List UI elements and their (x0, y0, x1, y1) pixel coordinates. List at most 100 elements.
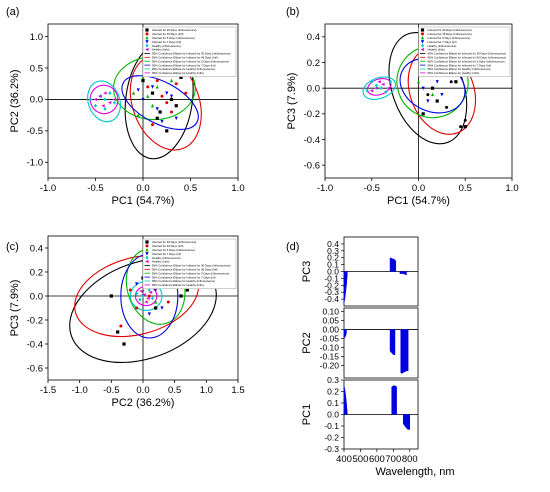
legend-entry: Healthy (Inflo) (152, 48, 169, 52)
data-point (145, 240, 149, 244)
data-point (169, 78, 174, 83)
data-point (138, 297, 142, 302)
data-point (103, 97, 107, 102)
legend-entry: 95% Confidence Ellipse for Healthy (Infl… (152, 283, 204, 287)
data-point (147, 294, 151, 298)
y-axis-label: PC2 (301, 332, 313, 353)
data-point (145, 28, 149, 32)
loading-area (389, 329, 396, 355)
y-tick-label: 0.0 (327, 267, 339, 277)
y-tick-label: -0.2 (304, 109, 320, 120)
data-point (108, 91, 112, 96)
data-point (145, 255, 149, 260)
legend-entry: Healthy (Inflorescence) (428, 44, 457, 48)
x-tick-label: 0.5 (459, 183, 472, 194)
legend-entry: 95% Confidence Ellipse for Infected for … (428, 63, 492, 67)
data-point (374, 86, 379, 90)
data-point (103, 91, 107, 95)
data-point (145, 259, 149, 264)
loadings-panel: -0.4-0.3-0.2-0.10.00.10.20.30.4PC3-0.20-… (301, 236, 455, 478)
y-tick-label: -0.3 (324, 287, 339, 297)
data-point (420, 28, 425, 32)
y-tick-label: -0.20 (320, 360, 340, 370)
y-axis-label: PC1 (301, 404, 313, 425)
y-tick-label: 0.0 (307, 83, 320, 94)
x-tick-label: 0.0 (136, 385, 149, 396)
data-point (377, 80, 381, 84)
legend-entry: 95% Confidence Ellipse for Healthy (Infl… (428, 71, 480, 75)
data-point (365, 88, 369, 93)
data-point (145, 47, 149, 52)
loading-area (400, 329, 409, 374)
scatter-panel-2: -1.5 -1.0 -0.5 0.0 0.5 1.0 1.5 -0.6 -0.4 -0.2 0.0 0… (9, 235, 245, 409)
data-point (154, 300, 158, 304)
confidence-ellipse (121, 75, 199, 130)
legend-entry: 95% Confidence Ellipse for Infected for … (152, 264, 231, 268)
data-point (420, 47, 425, 52)
y-tick-label: 0.2 (307, 58, 320, 69)
legend-frame (418, 26, 511, 77)
x-tick-label: 1.5 (231, 385, 244, 396)
loading-area (343, 271, 348, 303)
data-point (435, 99, 439, 103)
y-tick-label: -0.4 (304, 135, 320, 146)
data-point (165, 129, 169, 133)
data-point (160, 119, 164, 124)
y-tick-label: -0.1 (324, 421, 339, 431)
loadings-subplot: -0.20-0.15-0.10-0.050.000.050.10 PC2 (301, 307, 419, 379)
x-tick-label: 1.0 (231, 183, 244, 194)
y-tick-label: 0.2 (327, 253, 339, 263)
data-point (384, 90, 388, 95)
data-point (131, 91, 136, 95)
data-point (388, 79, 393, 84)
data-point (146, 296, 150, 300)
data-point (155, 107, 159, 111)
y-tick-label: -1.0 (27, 158, 43, 169)
data-point (135, 291, 139, 296)
data-point (174, 82, 178, 86)
legend-entry: Infected for 45 Days (Infl) (152, 244, 183, 248)
loading-area (343, 385, 348, 415)
y-tick-label: 0.2 (327, 387, 339, 397)
x-tick-label: -0.5 (103, 385, 119, 396)
data-point (420, 43, 425, 48)
y-tick-label: 0.1 (327, 398, 339, 408)
x-tick-label: 0.5 (168, 385, 181, 396)
panel-label: (c) (6, 241, 19, 253)
x-tick-label: -0.5 (87, 183, 103, 194)
data-point (147, 288, 151, 292)
x-tick-label: 1.0 (200, 385, 213, 396)
x-tick-label: 500 (353, 454, 369, 465)
data-point (174, 116, 178, 121)
x-tick-label: 400 (336, 454, 352, 465)
loading-area (399, 271, 407, 276)
legend-entry: 95% Confidence Ellipse for Healthy (Infl… (152, 71, 204, 75)
legend-entry: 95% Confidence Ellipse for Infected for … (152, 56, 218, 60)
data-point (421, 86, 425, 91)
data-point (107, 100, 112, 105)
data-point (154, 288, 158, 292)
legend: Infected for 30 Days (Inflorescence)Infe… (418, 26, 511, 77)
x-tick-label: -1.5 (40, 385, 56, 396)
loading-area (343, 329, 347, 340)
data-point (420, 35, 425, 40)
y-tick-label: -0.2 (27, 315, 43, 326)
data-point (449, 80, 453, 84)
confidence-ellipse (87, 80, 122, 123)
panel-label: (b) (286, 6, 299, 18)
y-tick-label: 0.0 (327, 410, 339, 420)
y-tick-label: 1.0 (30, 32, 43, 43)
data-point (445, 105, 449, 109)
data-point (435, 80, 439, 84)
y-tick-label: -0.15 (320, 351, 340, 361)
legend-entry: 95% Confidence Ellipse for Infected for … (152, 275, 216, 279)
data-point (103, 106, 107, 111)
x-tick-label: -0.5 (364, 183, 380, 194)
data-point (426, 93, 430, 97)
scatter-panel-1: -1.0 -0.5 0.0 0.5 1.0 -0.6 -0.4 -0.2 0.0 0.2 0.4 PC… (286, 23, 519, 207)
data-point (166, 300, 170, 304)
data-point (98, 94, 102, 98)
legend-entry: 95% Confidence Ellipse for Healthy (Infl… (428, 67, 491, 71)
data-point (142, 293, 146, 297)
